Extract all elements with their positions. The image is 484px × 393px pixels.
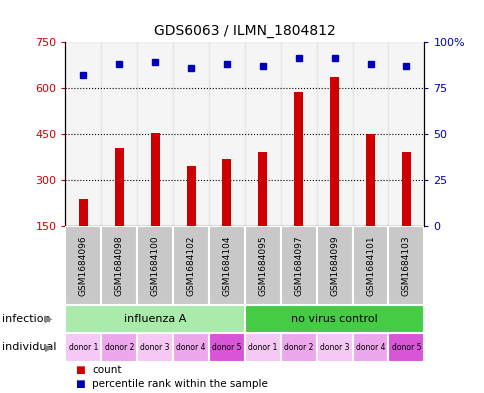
Text: ■: ■ (75, 365, 85, 375)
Bar (79, 198, 88, 226)
Bar (222, 159, 231, 226)
Bar (330, 77, 338, 226)
Text: GSM1684100: GSM1684100 (151, 235, 159, 296)
Text: GSM1684102: GSM1684102 (186, 235, 195, 296)
Bar (65, 226, 101, 305)
Bar (151, 133, 159, 226)
Bar (316, 42, 352, 226)
Bar (115, 148, 123, 226)
Bar (101, 333, 137, 362)
Text: count: count (92, 365, 121, 375)
Bar (244, 42, 280, 226)
Bar (137, 226, 173, 305)
Bar (173, 226, 209, 305)
Text: donor 5: donor 5 (212, 343, 241, 352)
Text: ■: ■ (75, 379, 85, 389)
Text: donor 2: donor 2 (105, 343, 134, 352)
Bar (65, 305, 244, 333)
Text: donor 4: donor 4 (176, 343, 205, 352)
Text: GSM1684101: GSM1684101 (365, 235, 374, 296)
Bar (352, 42, 388, 226)
Bar (388, 226, 424, 305)
Bar (209, 42, 244, 226)
Bar (352, 333, 388, 362)
Text: donor 3: donor 3 (140, 343, 169, 352)
Bar (65, 42, 101, 226)
Text: GSM1684098: GSM1684098 (115, 235, 123, 296)
Text: GSM1684095: GSM1684095 (258, 235, 267, 296)
Text: GSM1684099: GSM1684099 (330, 235, 338, 296)
Title: GDS6063 / ILMN_1804812: GDS6063 / ILMN_1804812 (154, 24, 335, 38)
Bar (173, 333, 209, 362)
Bar (186, 166, 195, 226)
Bar (101, 42, 137, 226)
Text: ▶: ▶ (45, 314, 52, 324)
Bar (65, 333, 101, 362)
Bar (244, 226, 280, 305)
Bar (316, 226, 352, 305)
Bar (244, 305, 424, 333)
Bar (280, 226, 316, 305)
Text: donor 3: donor 3 (319, 343, 348, 352)
Bar (388, 333, 424, 362)
Bar (209, 226, 244, 305)
Text: donor 2: donor 2 (284, 343, 313, 352)
Text: GSM1684103: GSM1684103 (401, 235, 410, 296)
Text: ▶: ▶ (45, 342, 52, 353)
Text: GSM1684096: GSM1684096 (79, 235, 88, 296)
Text: no virus control: no virus control (291, 314, 377, 324)
Bar (401, 152, 410, 226)
Bar (388, 42, 424, 226)
Text: percentile rank within the sample: percentile rank within the sample (92, 379, 268, 389)
Text: donor 1: donor 1 (69, 343, 98, 352)
Bar (280, 333, 316, 362)
Text: donor 4: donor 4 (355, 343, 384, 352)
Text: infection: infection (2, 314, 51, 324)
Text: influenza A: influenza A (124, 314, 186, 324)
Bar (173, 42, 209, 226)
Bar (137, 42, 173, 226)
Bar (244, 333, 280, 362)
Bar (365, 134, 374, 226)
Bar (316, 333, 352, 362)
Text: donor 1: donor 1 (248, 343, 277, 352)
Bar (294, 92, 302, 226)
Bar (137, 333, 173, 362)
Bar (101, 226, 137, 305)
Bar (258, 152, 267, 226)
Text: GSM1684097: GSM1684097 (294, 235, 302, 296)
Bar (209, 333, 244, 362)
Bar (280, 42, 316, 226)
Text: GSM1684104: GSM1684104 (222, 235, 231, 296)
Text: individual: individual (2, 342, 57, 353)
Bar (352, 226, 388, 305)
Text: donor 5: donor 5 (391, 343, 420, 352)
